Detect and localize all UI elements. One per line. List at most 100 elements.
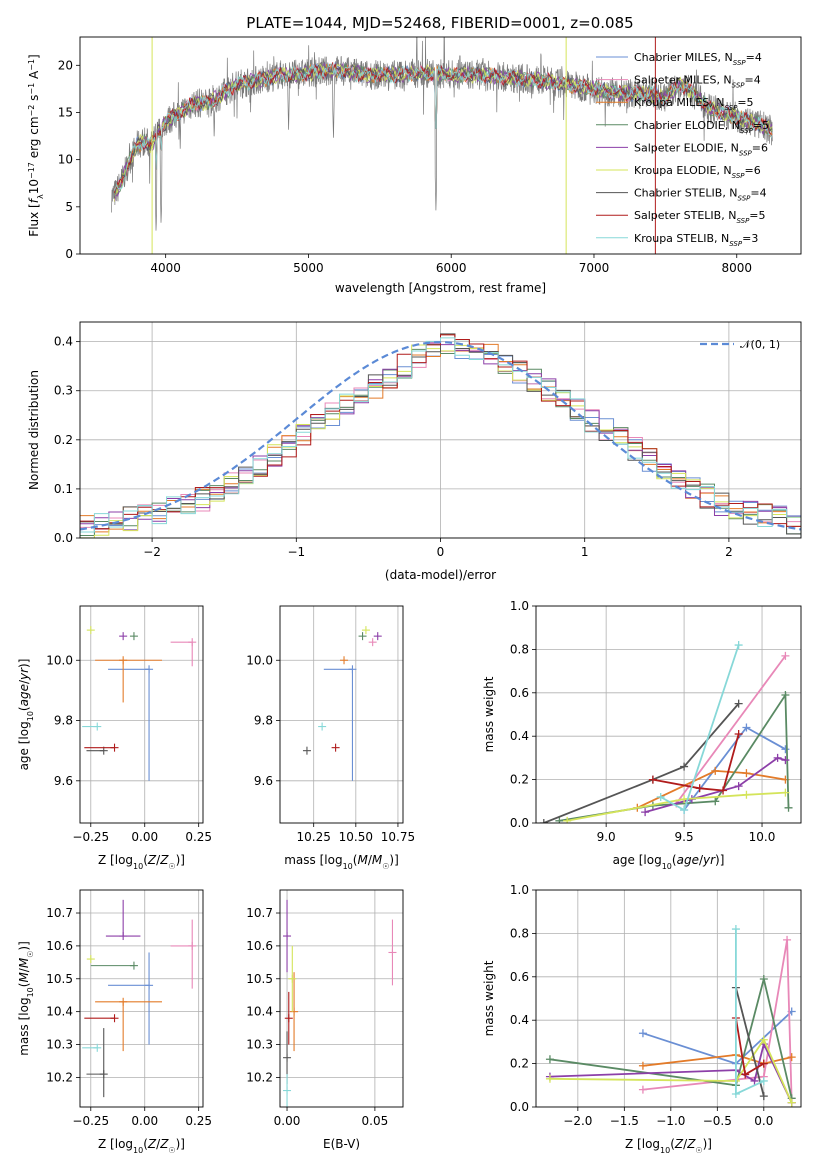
point-chabrier-elodie: [90, 961, 138, 970]
series-kroupa-stelib: [656, 641, 743, 814]
point-chabrier-stelib: [302, 746, 311, 755]
x-tick-label: 0.25: [185, 1114, 212, 1128]
x-tick-label: −1.5: [610, 1114, 639, 1128]
x-axis-label: wavelength [Angstrom, rest frame]: [335, 281, 546, 295]
data-point: [695, 784, 704, 793]
legend: Chabrier MILES, NSSP=4 Salpeter MILES, NS…: [596, 51, 769, 248]
plot-frame: [79, 889, 204, 1108]
plot-area: [536, 606, 801, 823]
histogram-kroupa-stelib: [80, 337, 801, 538]
data-point: [731, 925, 740, 934]
series-line: [549, 978, 793, 1099]
y-tick-label: 0.2: [510, 773, 529, 787]
y-axis-label: mass weight: [482, 960, 496, 1036]
data-point: [719, 786, 728, 795]
y-axis-label: Normed distribution: [27, 370, 41, 490]
plot-frame: [79, 36, 802, 255]
series-line: [642, 939, 793, 1103]
point-chabrier-miles: [108, 665, 154, 781]
legend-entry: 𝒩(0, 1): [740, 338, 780, 351]
point-salpeter-elodie: [119, 632, 128, 641]
data-point: [680, 762, 689, 771]
point-kroupa-stelib: [82, 1043, 102, 1052]
data-point: [555, 816, 564, 823]
y-axis-label: age [log10(age/yr)]: [17, 659, 35, 771]
data-point: [734, 730, 743, 739]
y-tick-label: 10.5: [246, 972, 273, 986]
data-point: [781, 788, 790, 797]
point-chabrier-elodie: [358, 632, 367, 641]
plot-frame: [279, 889, 404, 1108]
panel-age-vs-mass: [280, 606, 403, 823]
x-tick-label: 2: [725, 545, 733, 559]
y-tick-label: 0.0: [510, 816, 529, 830]
x-tick-label: 0.00: [274, 1114, 301, 1128]
series-salpeter-stelib: [648, 730, 743, 795]
series-line: [567, 791, 786, 822]
x-axis-label: E(B-V): [323, 1137, 360, 1151]
y-tick-label: 0.2: [54, 433, 73, 447]
data-point: [781, 651, 790, 660]
point-chabrier-miles: [108, 952, 154, 1045]
plot-area: [80, 606, 203, 823]
point-salpeter-stelib: [331, 743, 340, 752]
legend: 𝒩(0, 1): [700, 338, 780, 351]
y-tick-label: 10.3: [46, 1038, 73, 1052]
point-kroupa-stelib: [318, 722, 327, 731]
point-salpeter-stelib: [84, 1014, 119, 1023]
data-point: [742, 723, 751, 732]
y-tick-label: 10.0: [246, 653, 273, 667]
plot-frame: [79, 605, 204, 824]
legend-entry: Kroupa ELODIE, NSSP=6: [634, 164, 761, 180]
x-tick-label: 5000: [293, 261, 324, 275]
x-tick-label: −2.0: [563, 1114, 592, 1128]
y-tick-label: 0.8: [510, 642, 529, 656]
plot-area: [536, 890, 801, 1107]
point-kroupa-miles: [340, 656, 349, 665]
y-tick-label: 10.6: [46, 939, 73, 953]
y-tick-label: 0.3: [54, 384, 73, 398]
y-tick-label: 0.2: [510, 1057, 529, 1071]
y-tick-label: 10.0: [46, 653, 73, 667]
data-point: [734, 641, 743, 650]
y-tick-label: 10.6: [246, 939, 273, 953]
x-axis-label: Z [log10(Z/Z☉)]: [625, 1137, 712, 1155]
point-salpeter-miles: [170, 638, 197, 667]
axes-frame: −0.25 0.00 0.25 9.6 9.8 10.0 Z [log10(Z/Z☉)] ag…: [17, 605, 212, 871]
data-point: [545, 1055, 554, 1064]
data-point: [781, 756, 790, 765]
legend-entry: Salpeter STELIB, NSSP=5: [634, 209, 766, 225]
panel-spectrum: [111, 37, 773, 254]
point-kroupa-elodie: [288, 945, 297, 1012]
y-tick-label: 10.4: [246, 1005, 273, 1019]
data-point: [759, 1092, 768, 1101]
x-tick-label: 10.75: [381, 830, 415, 844]
point-salpeter-miles: [368, 638, 377, 647]
point-kroupa-elodie: [86, 626, 95, 635]
plot-frame: [535, 605, 802, 824]
axes-frame: 10.25 10.50 10.75 9.6 9.8 10.0 mass [log10(M/M…: [246, 605, 415, 871]
point-kroupa-miles: [290, 972, 299, 1052]
axes-frame: 4000 5000 6000 7000 8000 0 5 10 15 20 wavelength […: [27, 36, 802, 295]
x-tick-label: −0.5: [703, 1114, 732, 1128]
data-point: [787, 1098, 796, 1107]
panel-mass-vs-EBV: [280, 890, 403, 1107]
axes-frame: 0.00 0.05 10.2 10.3 10.4 10.5 10.6 10.7 E(B-V): [246, 889, 404, 1151]
y-tick-label: 0.4: [510, 729, 529, 743]
y-tick-label: 10: [58, 153, 73, 167]
point-kroupa-miles: [95, 997, 163, 1052]
x-axis-label: age [log10(age/yr)]: [613, 853, 725, 871]
series-line: [636, 769, 786, 809]
legend-entry: Kroupa STELIB, NSSP=3: [634, 232, 758, 248]
point-salpeter-miles: [170, 919, 197, 989]
y-tick-label: 9.6: [254, 774, 273, 788]
data-point: [741, 1070, 750, 1079]
point-salpeter-elodie: [373, 632, 382, 641]
x-tick-label: 10.25: [297, 830, 331, 844]
legend-entry: Chabrier MILES, NSSP=4: [634, 51, 762, 67]
data-point: [563, 816, 572, 823]
x-axis-label: mass [log10(M/M☉)]: [284, 853, 399, 871]
data-point: [784, 803, 793, 812]
y-tick-label: 5: [65, 200, 73, 214]
